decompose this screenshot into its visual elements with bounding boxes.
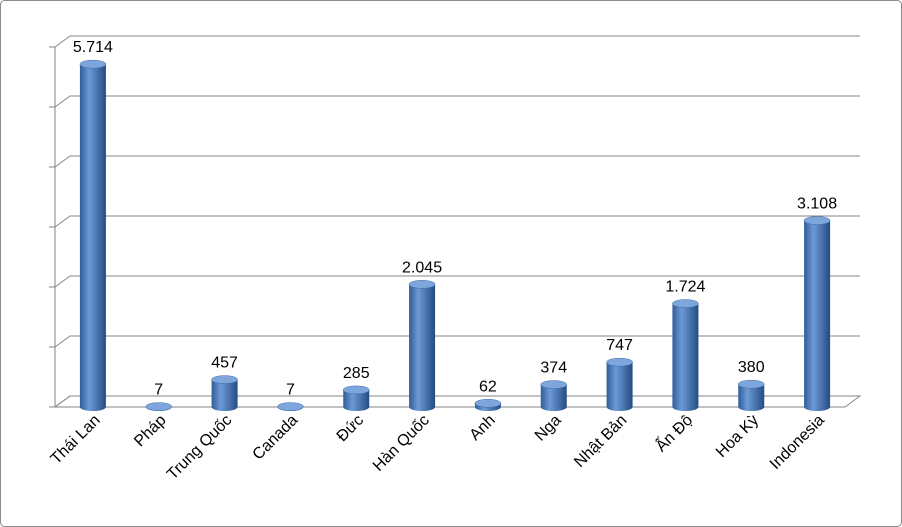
bar: [211, 379, 238, 411]
bar: [409, 284, 436, 411]
value-label: 7: [154, 382, 163, 399]
value-label: 7: [286, 382, 295, 399]
bar-cap: [803, 216, 831, 225]
value-label: 1.724: [665, 279, 705, 296]
value-label: 62: [479, 378, 497, 395]
bar: [79, 64, 106, 411]
bar-cap: [672, 299, 699, 308]
value-label: 747: [606, 337, 633, 354]
bar-cap: [211, 375, 238, 384]
grid-line: [54, 335, 860, 348]
bar: [606, 362, 633, 411]
bar: [540, 384, 567, 411]
value-label: 5.714: [73, 39, 113, 56]
value-label: 374: [540, 360, 567, 377]
value-label: 380: [738, 359, 765, 376]
value-label: 285: [343, 365, 370, 382]
bar-cap: [606, 357, 633, 367]
bar-cap: [408, 280, 436, 289]
bar-cap: [343, 385, 370, 395]
bar-cap: [79, 59, 107, 69]
grid-line: [54, 35, 860, 48]
value-label: 3.108: [797, 196, 837, 213]
grid-line: [54, 215, 860, 228]
bar-cap: [738, 379, 765, 389]
grid-line: [54, 395, 860, 408]
bar-cap: [277, 402, 304, 411]
bar: [804, 220, 831, 411]
bar: [738, 384, 765, 411]
grid-line: [54, 95, 860, 108]
bar-cap: [540, 380, 567, 389]
bar-cap: [474, 399, 502, 408]
bar: [343, 389, 370, 411]
value-label: 457: [211, 355, 238, 372]
grid-line: [54, 155, 860, 168]
grid-line: [54, 275, 860, 288]
bar-cap: [145, 402, 172, 411]
value-label: 2.045: [402, 259, 442, 276]
bar: [672, 303, 699, 411]
